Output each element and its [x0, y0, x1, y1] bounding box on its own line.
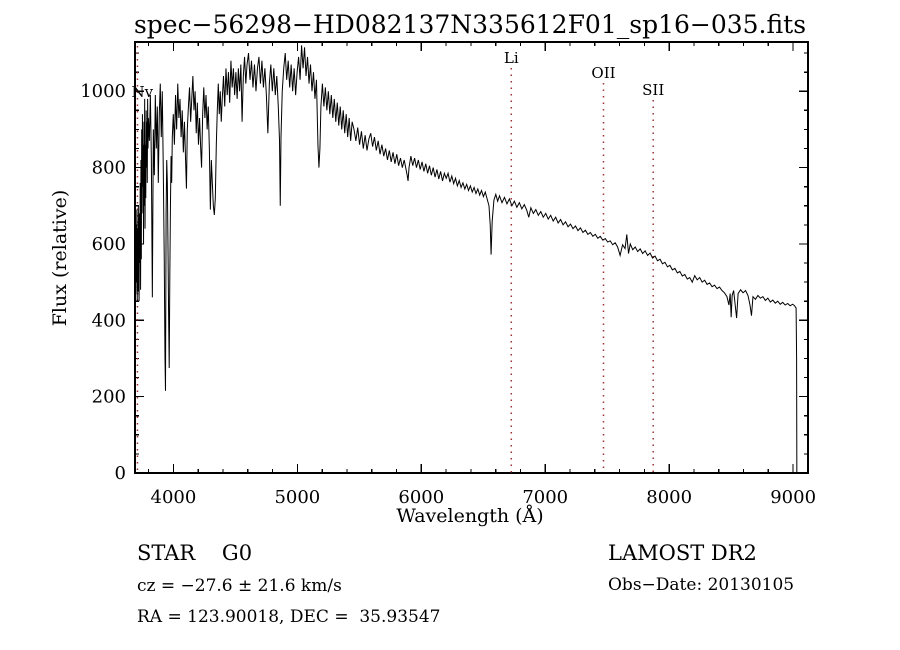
y-tick-label: 600: [92, 234, 126, 255]
y-axis-title: Flux (relative): [49, 190, 71, 327]
x-tick-label: 7000: [522, 487, 568, 508]
x-axis-title: Wavelength (Å): [396, 505, 543, 527]
x-tick-label: 5000: [274, 487, 320, 508]
annotation-cz: cz = −27.6 ± 21.6 km/s: [137, 576, 342, 596]
y-tick-labels-group: 0 200 400 600 800 1000: [80, 81, 126, 484]
marker-labels-group: Nv Li OII SII: [131, 49, 664, 101]
marker-label-li: Li: [504, 49, 519, 67]
x-tick-label: 4000: [151, 487, 197, 508]
annotation-survey: LAMOST DR2: [608, 541, 757, 565]
frame-and-ticks-group: [134, 41, 809, 474]
y-tick-label: 400: [92, 310, 126, 331]
spectrum-polyline: [134, 45, 798, 474]
spectrum-line-group: [134, 45, 798, 474]
plot-frame: [134, 41, 809, 474]
y-tick-label: 0: [115, 463, 126, 484]
annotations-group: STAR G0 cz = −27.6 ± 21.6 km/s RA = 123.…: [137, 541, 794, 627]
x-tick-label: 6000: [398, 487, 444, 508]
x-tick-label: 9000: [770, 487, 816, 508]
annotation-radec: RA = 123.90018, DEC = 35.93547: [137, 607, 441, 627]
marker-label-sii: SII: [642, 81, 664, 99]
x-tick-label: 8000: [646, 487, 692, 508]
marker-label-nv: Nv: [131, 83, 153, 101]
line-markers-group: [136, 46, 654, 473]
chart-title: spec−56298−HD082137N335612F01_sp16−035.f…: [134, 10, 806, 39]
y-tick-label: 800: [92, 158, 126, 179]
y-tick-label: 1000: [80, 81, 126, 102]
x-tick-labels-group: 4000 5000 6000 7000 8000 9000: [151, 487, 817, 508]
annotation-star-class: STAR G0: [137, 541, 252, 565]
y-tick-label: 200: [92, 387, 126, 408]
marker-label-oii: OII: [591, 64, 615, 82]
annotation-obs-date: Obs−Date: 20130105: [608, 575, 794, 595]
